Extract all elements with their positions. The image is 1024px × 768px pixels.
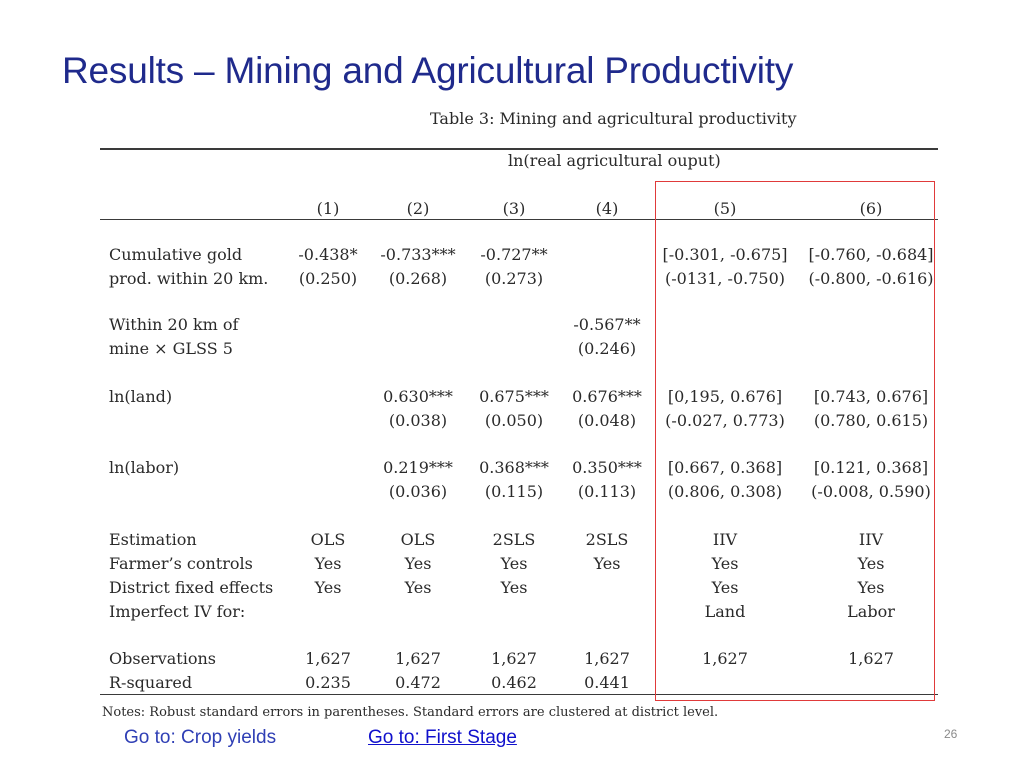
stat-cell: 0.472 [395,673,441,692]
standard-error-cell: (0.038) [388,411,448,430]
coefficient-cell: [0.667, 0.368] [667,458,783,477]
spec-cell: Yes [593,554,621,573]
standard-error-cell: (0.250) [298,269,358,288]
standard-error-cell: (0.806, 0.308) [667,482,783,501]
coefficient-cell: [-0.760, -0.684] [808,245,934,264]
spec-cell: Yes [500,578,528,597]
standard-error-cell: (0.246) [577,339,637,358]
coefficient-cell: -0.727** [480,245,548,264]
row-label: Farmer’s controls [109,554,253,573]
spec-cell: 2SLS [492,530,536,549]
row-label: Imperfect IV for: [109,602,246,621]
stat-cell: 0.441 [584,673,630,692]
coefficient-cell: [0,195, 0.676] [667,387,783,406]
stat-cell: 1,627 [584,649,630,668]
stat-cell: 1,627 [848,649,894,668]
table-top-rule [100,148,938,150]
column-header: (2) [406,199,430,218]
header-rule [100,219,938,220]
standard-error-cell: (0.050) [484,411,544,430]
dependent-variable-label: ln(real agricultural ouput) [508,151,721,170]
spec-cell: Yes [500,554,528,573]
page-number: 26 [944,727,958,741]
row-label: ln(land) [109,387,173,406]
coefficient-cell: [-0.301, -0.675] [662,245,788,264]
row-label: District fixed effects [109,578,274,597]
coefficient-cell: 0.630*** [383,387,453,406]
standard-error-cell: (0.048) [577,411,637,430]
standard-error-cell: (-0.800, -0.616) [808,269,934,288]
spec-cell: Yes [314,578,342,597]
coefficient-cell: -0.733*** [380,245,456,264]
table-bottom-rule [100,694,938,695]
column-header: (5) [713,199,737,218]
standard-error-cell: (0.780, 0.615) [813,411,929,430]
column-header: (4) [595,199,619,218]
spec-cell: Yes [857,554,885,573]
spec-cell: Yes [314,554,342,573]
standard-error-cell: (0.115) [484,482,544,501]
coefficient-cell: 0.368*** [479,458,549,477]
stat-cell: 0.462 [491,673,537,692]
spec-cell: Yes [404,578,432,597]
spec-cell: Yes [404,554,432,573]
coefficient-cell: 0.676*** [572,387,642,406]
standard-error-cell: (0.268) [388,269,448,288]
table-notes: Notes: Robust standard errors in parenth… [102,705,719,720]
coefficient-cell: [0.743, 0.676] [813,387,929,406]
highlight-box [655,181,935,701]
row-label: R-squared [109,673,193,692]
spec-cell: Yes [857,578,885,597]
coefficient-cell: 0.675*** [479,387,549,406]
spec-cell: OLS [310,530,346,549]
coefficient-cell: 0.219*** [383,458,453,477]
coefficient-cell: 0.350*** [572,458,642,477]
spec-cell: IIV [712,530,738,549]
row-label: Cumulative gold [109,245,243,264]
slide-title: Results – Mining and Agricultural Produc… [62,50,794,91]
row-label: Within 20 km of [109,315,239,334]
standard-error-cell: (-0131, -0.750) [665,269,785,288]
row-label: prod. within 20 km. [109,269,269,288]
coefficient-cell: [0.121, 0.368] [813,458,929,477]
go-to-crop-yields-link[interactable]: Go to: Crop yields [124,727,277,748]
spec-cell: 2SLS [585,530,629,549]
coefficient-cell: -0.438* [298,245,358,264]
standard-error-cell: (0.036) [388,482,448,501]
row-label: ln(labor) [109,458,180,477]
row-label: mine × GLSS 5 [109,339,233,358]
table-caption: Table 3: Mining and agricultural product… [430,109,797,128]
standard-error-cell: (0.273) [484,269,544,288]
standard-error-cell: (-0.008, 0.590) [811,482,931,501]
spec-cell: OLS [400,530,436,549]
spec-cell: Land [704,602,746,621]
column-header: (6) [859,199,883,218]
spec-cell: Labor [847,602,895,621]
row-label: Observations [109,649,216,668]
stat-cell: 1,627 [491,649,537,668]
coefficient-cell: -0.567** [573,315,641,334]
stat-cell: 0.235 [305,673,351,692]
standard-error-cell: (-0.027, 0.773) [665,411,785,430]
standard-error-cell: (0.113) [577,482,637,501]
row-label: Estimation [109,530,197,549]
spec-cell: Yes [711,554,739,573]
stat-cell: 1,627 [702,649,748,668]
spec-cell: Yes [711,578,739,597]
regression-table: Table 3: Mining and agricultural product… [100,104,940,724]
stat-cell: 1,627 [395,649,441,668]
spec-cell: IIV [858,530,884,549]
column-header: (1) [316,199,340,218]
column-header: (3) [502,199,526,218]
stat-cell: 1,627 [305,649,351,668]
go-to-first-stage-link[interactable]: Go to: First Stage [368,727,517,748]
